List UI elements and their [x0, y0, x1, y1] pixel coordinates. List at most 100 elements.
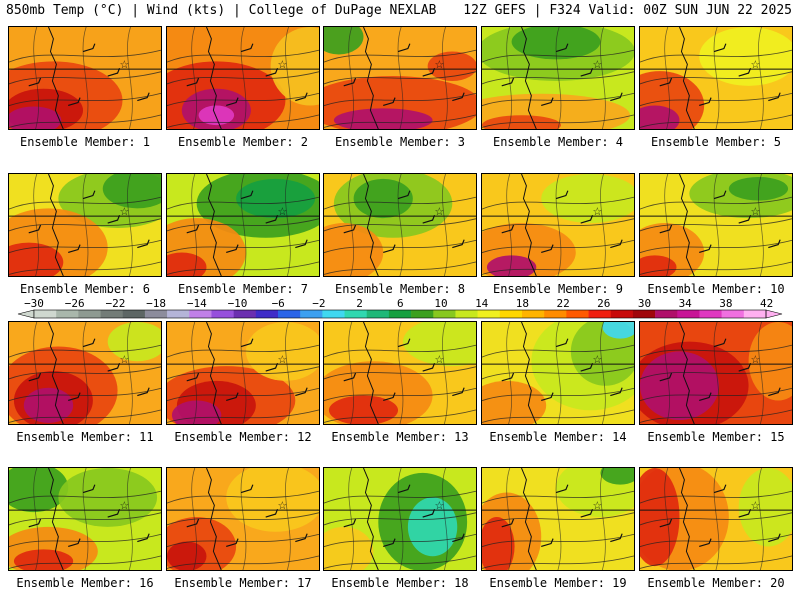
colorbar-tick-label: 42 — [760, 297, 773, 310]
ensemble-member-label: Ensemble Member: 18 — [331, 576, 469, 590]
svg-text:☆: ☆ — [435, 205, 445, 218]
svg-text:☆: ☆ — [593, 353, 603, 366]
colorbar-tick-label: −2 — [312, 297, 325, 310]
colorbar-tick-label: 10 — [434, 297, 447, 310]
colorbar-swatch — [122, 310, 146, 318]
colorbar-swatch — [167, 310, 190, 318]
colorbar-tick-label: 18 — [516, 297, 529, 310]
colorbar-swatch — [366, 310, 390, 318]
colorbar-swatch — [721, 310, 745, 318]
ensemble-member-label: Ensemble Member: 12 — [174, 430, 312, 444]
svg-text:☆: ☆ — [278, 58, 288, 71]
svg-text:☆: ☆ — [593, 58, 603, 71]
colorbar-swatch — [278, 310, 301, 318]
ensemble-member-label: Ensemble Member: 1 — [19, 135, 151, 149]
colorbar-swatch — [677, 310, 700, 318]
svg-text:☆: ☆ — [120, 205, 130, 218]
colorbar-swatch — [411, 310, 434, 318]
ensemble-member-label: Ensemble Member: 20 — [647, 576, 785, 590]
colorbar-tick-label: −14 — [187, 297, 207, 310]
svg-text:☆: ☆ — [278, 205, 288, 218]
colorbar-swatch — [544, 310, 567, 318]
ensemble-map-4: ☆ — [481, 26, 635, 130]
svg-text:☆: ☆ — [751, 58, 761, 71]
ensemble-member-label: Ensemble Member: 6 — [19, 282, 151, 296]
ensemble-member-label: Ensemble Member: 8 — [334, 282, 466, 296]
svg-text:☆: ☆ — [593, 205, 603, 218]
ensemble-member-label: Ensemble Member: 15 — [647, 430, 785, 444]
colorbar-swatch — [78, 310, 101, 318]
ensemble-member-label: Ensemble Member: 11 — [16, 430, 154, 444]
colorbar-swatch — [211, 310, 234, 318]
colorbar-swatch — [100, 310, 124, 318]
colorbar-swatch — [388, 310, 412, 318]
svg-text:☆: ☆ — [120, 58, 130, 71]
colorbar-swatch — [300, 310, 323, 318]
colorbar-swatch — [144, 310, 168, 318]
svg-text:☆: ☆ — [278, 499, 288, 512]
colorbar-tick-label: 38 — [719, 297, 732, 310]
ensemble-member-label: Ensemble Member: 9 — [492, 282, 624, 296]
colorbar-swatch — [477, 310, 501, 318]
ensemble-map-1: ☆ — [8, 26, 162, 130]
ensemble-member-label: Ensemble Member: 19 — [489, 576, 627, 590]
colorbar-tick-label: −22 — [105, 297, 125, 310]
ensemble-member-label: Ensemble Member: 17 — [174, 576, 312, 590]
ensemble-member-label: Ensemble Member: 3 — [334, 135, 466, 149]
svg-text:☆: ☆ — [751, 205, 761, 218]
svg-text:☆: ☆ — [751, 353, 761, 366]
ensemble-map-7: ☆ — [166, 173, 320, 277]
colorbar-swatch — [34, 310, 57, 318]
ensemble-map-14: ☆ — [481, 321, 635, 425]
colorbar-swatch — [255, 310, 279, 318]
colorbar-tick-label: −30 — [24, 297, 44, 310]
colorbar-tick-label: 22 — [556, 297, 569, 310]
ensemble-map-5: ☆ — [639, 26, 793, 130]
ensemble-map-16: ☆ — [8, 467, 162, 571]
svg-text:☆: ☆ — [120, 499, 130, 512]
colorbar-tick-label: −18 — [146, 297, 166, 310]
ensemble-map-18: ☆ — [323, 467, 477, 571]
ensemble-map-15: ☆ — [639, 321, 793, 425]
ensemble-map-8: ☆ — [323, 173, 477, 277]
ensemble-member-label: Ensemble Member: 14 — [489, 430, 627, 444]
colorbar-tick-label: −6 — [272, 297, 285, 310]
ensemble-member-label: Ensemble Member: 5 — [650, 135, 782, 149]
svg-text:☆: ☆ — [435, 499, 445, 512]
ensemble-member-label: Ensemble Member: 2 — [177, 135, 309, 149]
colorbar-swatch — [455, 310, 478, 318]
ensemble-map-17: ☆ — [166, 467, 320, 571]
colorbar-tick-label: 34 — [679, 297, 693, 310]
colorbar-swatch — [233, 310, 257, 318]
colorbar-swatch — [322, 310, 345, 318]
svg-text:☆: ☆ — [435, 58, 445, 71]
run-valid-time: 12Z GEFS | F324 Valid: 00Z SUN JUN 22 20… — [463, 3, 792, 18]
ensemble-member-label: Ensemble Member: 4 — [492, 135, 624, 149]
colorbar-swatch — [632, 310, 656, 318]
colorbar-swatch — [522, 310, 545, 318]
colorbar-swatch — [189, 310, 212, 318]
ensemble-map-2: ☆ — [166, 26, 320, 130]
ensemble-map-11: ☆ — [8, 321, 162, 425]
colorbar-tick-label: 30 — [638, 297, 651, 310]
colorbar-swatch — [699, 310, 722, 318]
colorbar-swatch — [56, 310, 79, 318]
colorbar-swatch — [610, 310, 634, 318]
colorbar-swatch — [433, 310, 456, 318]
colorbar-swatch — [344, 310, 368, 318]
ensemble-map-3: ☆ — [323, 26, 477, 130]
colorbar-swatch — [588, 310, 612, 318]
ensemble-map-20: ☆ — [639, 467, 793, 571]
colorbar-tick-label: −10 — [228, 297, 248, 310]
colorbar-swatch — [655, 310, 678, 318]
ensemble-map-6: ☆ — [8, 173, 162, 277]
colorbar-swatch — [566, 310, 589, 318]
colorbar-swatch — [743, 310, 767, 318]
chart-title: 850mb Temp (°C) | Wind (kts) | College o… — [6, 3, 437, 18]
ensemble-member-label: Ensemble Member: 10 — [647, 282, 785, 296]
ensemble-member-label: Ensemble Member: 13 — [331, 430, 469, 444]
ensemble-member-label: Ensemble Member: 7 — [177, 282, 309, 296]
colorbar-tick-label: 2 — [356, 297, 363, 310]
colorbar-tick-label: 14 — [475, 297, 489, 310]
svg-text:☆: ☆ — [278, 353, 288, 366]
